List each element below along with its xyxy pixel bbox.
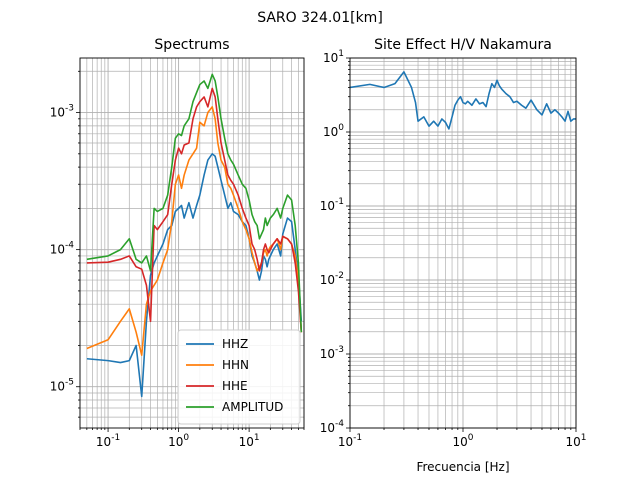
x-tick-label: 10-1: [96, 433, 120, 449]
series-group: [350, 71, 576, 130]
legend-label-hhe: HHE: [222, 379, 248, 393]
series-line-hv-ratio: [350, 71, 576, 130]
y-tick-label: 10-3: [320, 345, 344, 361]
series-line-hhz: [86, 153, 303, 398]
x-tick-label: 101: [565, 433, 586, 449]
legend-label-hhz: HHZ: [222, 337, 248, 351]
figure-title: SARO 324.01[km]: [257, 10, 383, 26]
chart-title: Spectrums: [154, 37, 229, 53]
y-tick-label: 101: [323, 49, 344, 65]
y-tick-label: 10-4: [320, 419, 345, 435]
x-tick-label: 100: [452, 433, 473, 449]
y-tick-label: 10-3: [50, 104, 74, 120]
series-line-amplitud: [86, 73, 303, 333]
legend-label-hhn: HHN: [222, 358, 249, 372]
legend-box: [177, 329, 301, 425]
series-group: [86, 73, 303, 398]
x-tick-label: 101: [239, 433, 260, 449]
x-tick-label: 100: [168, 433, 189, 449]
chart-title: Site Effect H/V Nakamura: [374, 37, 552, 53]
series-line-hhn: [86, 106, 303, 356]
grid: [349, 57, 577, 429]
x-tick-label: 10-1: [338, 433, 362, 449]
x-axis-label: Frecuencia [Hz]: [416, 460, 509, 474]
series-line-hhe: [86, 87, 303, 333]
axes-frame: [79, 57, 305, 429]
legend-label-amplitud: AMPLITUD: [222, 400, 283, 414]
y-tick-label: 10-1: [320, 197, 344, 213]
legend: HHZ HHN HHE AMPLITUD: [177, 329, 301, 425]
y-tick-label: 10-4: [50, 241, 75, 257]
hv-nakamura-chart: 10-1 100 101 10-4 10-3 10-2 10-1 100 101 Site Eff…: [320, 37, 587, 474]
y-tick-label: 10-2: [320, 271, 344, 287]
y-tick-label: 100: [323, 123, 344, 139]
spectrums-chart: 10-1 100 101 10-5 10-4 10-3 Spectrums HHZ HHN HHE…: [50, 37, 305, 449]
y-tick-label: 10-5: [50, 378, 74, 394]
